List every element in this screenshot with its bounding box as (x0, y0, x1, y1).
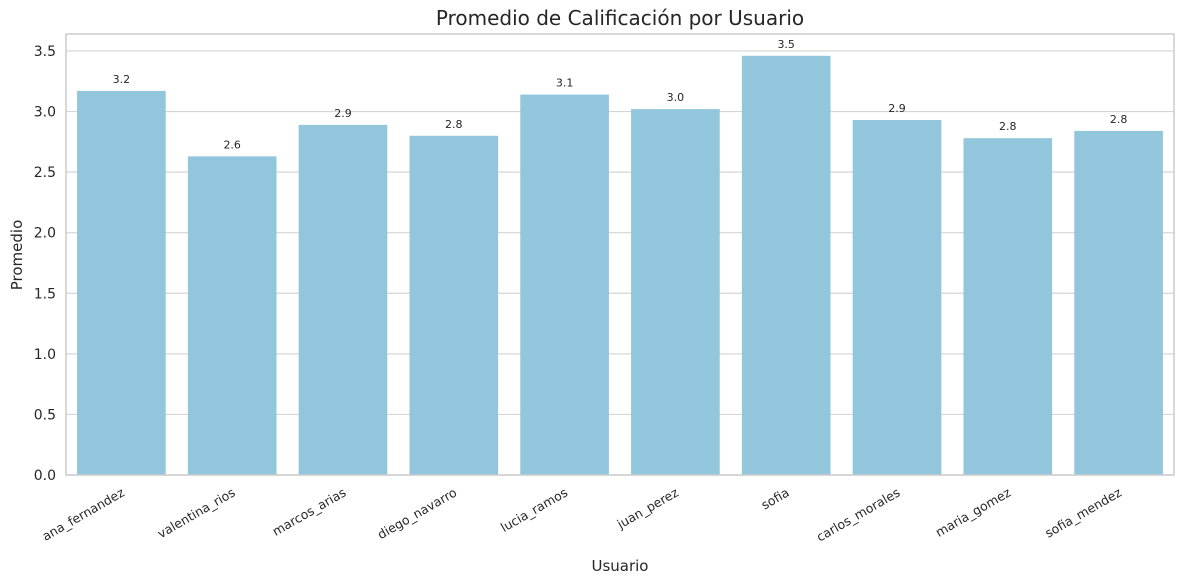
bar (187, 156, 277, 475)
x-tick-label: maria_gomez (933, 484, 1014, 539)
y-tick-label: 0.0 (34, 468, 56, 484)
data-label: 2.8 (999, 120, 1017, 133)
y-tick-label: 0.5 (34, 407, 56, 423)
bars (77, 55, 1163, 476)
y-tick-label: 3.0 (34, 105, 56, 121)
data-label: 3.5 (777, 38, 795, 51)
x-tick-label: lucia_ramos (498, 485, 570, 535)
chart-title: Promedio de Calificación por Usuario (436, 6, 804, 30)
data-label: 3.1 (556, 77, 574, 90)
x-axis-label: Usuario (591, 557, 648, 575)
x-tick-label: sofia_mendez (1042, 484, 1124, 540)
y-tick-label: 1.0 (34, 347, 56, 363)
data-label: 3.2 (113, 73, 131, 86)
x-tick-label: valentina_rios (155, 485, 238, 542)
y-tick-labels: 0.0 0.5 1.0 1.5 2.0 2.5 3.0 3.5 (34, 44, 56, 484)
bar (520, 94, 609, 476)
y-tick-label: 2.5 (34, 165, 56, 181)
x-tick-label: carlos_morales (814, 485, 903, 545)
x-tick-label: ana_fernandez (40, 484, 128, 543)
x-tick-label: diego_navarro (375, 485, 460, 542)
x-tick-label: juan_perez (614, 484, 682, 532)
data-label: 2.8 (1110, 113, 1128, 126)
bar (409, 135, 499, 475)
x-tick-labels: ana_fernandez valentina_rios marcos_arias d… (40, 484, 1125, 544)
data-label: 2.8 (445, 118, 463, 131)
data-label: 2.6 (223, 138, 241, 151)
bar (741, 55, 831, 476)
plot-frame (65, 33, 1175, 476)
data-label: 2.9 (888, 102, 906, 115)
data-label: 2.9 (334, 107, 352, 120)
bar (77, 90, 166, 475)
data-label: 3.0 (667, 91, 685, 104)
bar (963, 138, 1053, 475)
y-axis-label: Promedio (8, 220, 26, 291)
data-labels: 3.2 2.6 2.9 2.8 3.1 3.0 3.5 2.9 2.8 2.8 (113, 38, 1128, 152)
x-tick-label: sofia (758, 485, 791, 513)
bar (631, 109, 720, 475)
y-tick-label: 3.5 (34, 44, 56, 60)
bar (852, 120, 942, 476)
y-tick-label: 2.0 (34, 226, 56, 242)
bar (1074, 130, 1163, 475)
y-tick-label: 1.5 (34, 286, 56, 302)
bar (298, 124, 388, 475)
x-tick-label: marcos_arias (270, 485, 349, 539)
